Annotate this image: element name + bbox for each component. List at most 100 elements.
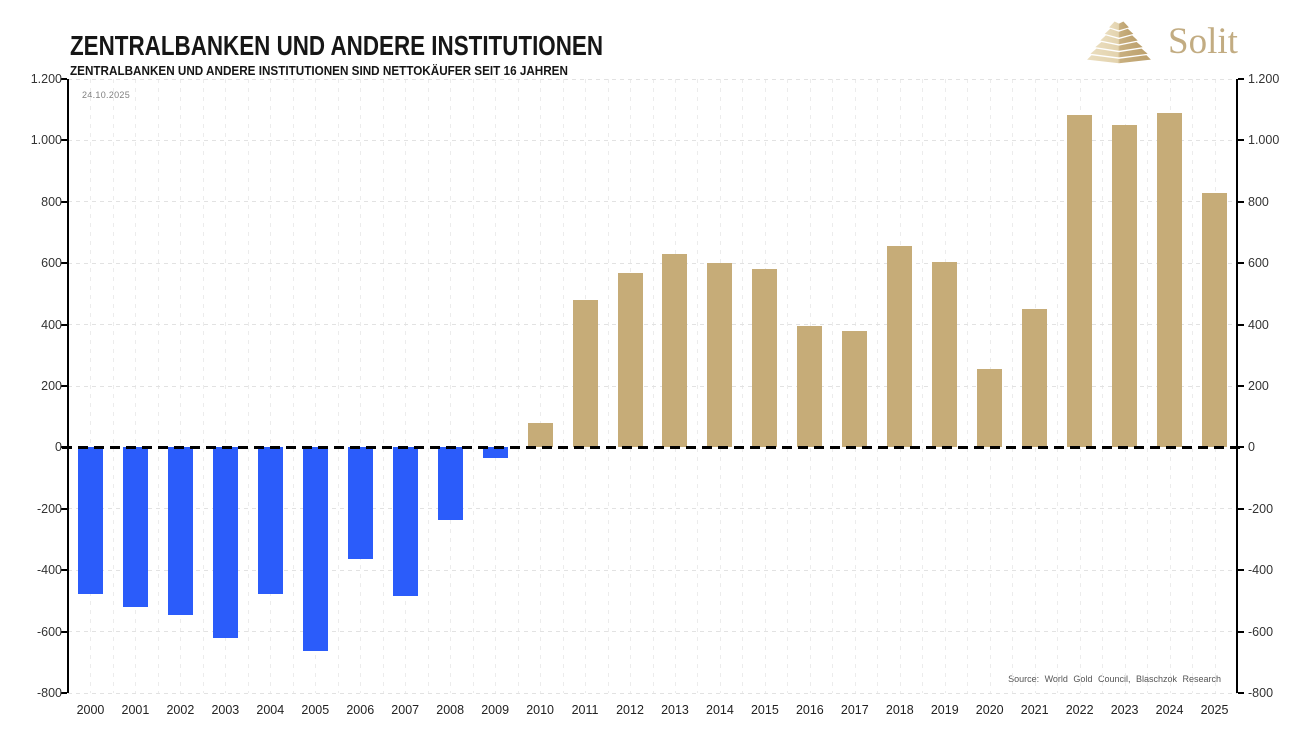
gridline-horizontal [68, 692, 1237, 694]
bar-2010 [527, 423, 553, 448]
bar-2024 [1157, 113, 1183, 448]
axis-tick-right [1238, 692, 1244, 694]
bar-2021 [1022, 309, 1048, 448]
axis-tick-left [61, 139, 67, 142]
y-tick-label: 0 [1248, 440, 1255, 455]
bar-2016 [797, 326, 823, 448]
x-tick-label: 2003 [211, 703, 240, 717]
x-tick-label: 2022 [1065, 703, 1094, 717]
x-tick-label: 2019 [930, 703, 959, 717]
gridline-horizontal [68, 262, 1237, 264]
gridline-horizontal [68, 569, 1237, 571]
bar-2001 [122, 447, 148, 608]
x-tick-label: 2020 [975, 703, 1004, 717]
y-tick-label: 600 [41, 256, 62, 271]
bar-2023 [1112, 124, 1138, 448]
gridline-horizontal [68, 78, 1237, 80]
bar-2017 [842, 331, 868, 448]
gridline-horizontal [68, 385, 1237, 387]
gridline-horizontal [68, 139, 1237, 141]
bar-2022 [1067, 115, 1093, 448]
pyramid-icon [1087, 21, 1151, 64]
bar-2004 [257, 447, 283, 595]
page-title: ZENTRALBANKEN UND ANDERE INSTITUTIONEN [70, 30, 604, 61]
axis-tick-left [61, 262, 67, 265]
y-tick-label: 0 [55, 440, 62, 455]
axis-tick-right [1238, 323, 1244, 326]
bar-2008 [437, 447, 463, 520]
y-tick-label: -200 [36, 501, 62, 516]
bar-2007 [392, 447, 418, 596]
x-tick-label: 2013 [661, 703, 689, 717]
source-annotation: Source: World Gold Council, Blaschzok Re… [1008, 674, 1221, 684]
x-tick-label: 2018 [885, 703, 914, 717]
axis-tick-right [1238, 262, 1244, 265]
x-tick-label: 2011 [571, 703, 599, 717]
gridline-horizontal [68, 631, 1237, 633]
axis-tick-left [61, 692, 67, 694]
zero-line [62, 445, 1243, 449]
bar-2025 [1202, 192, 1228, 448]
y-tick-label: 400 [1248, 317, 1269, 332]
axis-tick-left [61, 200, 67, 203]
bar-2006 [347, 447, 373, 560]
y-tick-label: 1.000 [30, 133, 62, 148]
y-tick-label: -400 [1248, 563, 1274, 578]
x-tick-label: 2005 [301, 703, 330, 717]
bar-2002 [167, 447, 193, 615]
x-tick-label: 2025 [1200, 703, 1229, 717]
y-tick-label: 800 [41, 194, 62, 209]
x-tick-label: 2014 [706, 703, 734, 717]
y-tick-label: -400 [36, 563, 62, 578]
axis-tick-right [1238, 569, 1244, 572]
x-tick-label: 2004 [256, 703, 285, 717]
bar-2003 [212, 447, 238, 638]
y-tick-label: 200 [1248, 379, 1269, 393]
y-tick-label: 1.000 [1248, 133, 1280, 148]
axis-tick-right [1238, 139, 1244, 142]
y-axis-line-right [1236, 79, 1238, 693]
x-tick-label: 2012 [616, 703, 644, 717]
x-tick-label: 2007 [391, 703, 420, 717]
axis-tick-left [61, 385, 67, 387]
y-tick-label: -800 [1248, 686, 1274, 700]
y-tick-label: -800 [36, 686, 62, 700]
y-axis-line-left [67, 79, 69, 693]
x-tick-label: 2015 [750, 703, 779, 717]
axis-tick-left [61, 78, 67, 80]
y-tick-label: 800 [1248, 194, 1269, 209]
date-annotation: 24.10.2025 [82, 90, 131, 100]
axis-tick-right [1238, 446, 1244, 449]
x-tick-label: 2021 [1020, 703, 1049, 717]
axis-tick-left [61, 446, 67, 449]
bar-2020 [977, 369, 1003, 448]
y-tick-label: 1.200 [1248, 72, 1280, 86]
bar-2014 [707, 262, 733, 448]
y-tick-label: 600 [1248, 256, 1269, 271]
y-tick-label: 1.200 [30, 72, 62, 86]
page-subtitle: ZENTRALBANKEN UND ANDERE INSTITUTIONEN S… [70, 63, 568, 78]
y-tick-label: -200 [1248, 501, 1274, 516]
axis-tick-left [61, 569, 67, 572]
logo: Solit [1086, 20, 1238, 64]
gridline-horizontal [68, 324, 1237, 326]
x-tick-label: 2008 [436, 703, 465, 717]
x-tick-label: 2002 [166, 703, 195, 717]
bar-2005 [302, 447, 328, 651]
y-tick-label: -600 [36, 624, 62, 639]
x-tick-label: 2009 [481, 703, 510, 717]
bar-2011 [572, 299, 598, 448]
x-tick-label: 2010 [526, 703, 554, 717]
x-tick-label: 2000 [76, 703, 105, 717]
x-tick-label: 2001 [121, 703, 150, 717]
x-tick-label: 2024 [1155, 703, 1184, 717]
logo-text: Solit [1168, 21, 1238, 62]
gridline-horizontal [68, 201, 1237, 203]
bar-2015 [752, 269, 778, 448]
x-tick-label: 2017 [840, 703, 869, 717]
y-tick-label: -600 [1248, 624, 1274, 639]
axis-tick-right [1238, 385, 1244, 387]
bar-2000 [77, 447, 103, 595]
y-tick-label: 400 [41, 317, 62, 332]
bar-2018 [887, 246, 913, 448]
